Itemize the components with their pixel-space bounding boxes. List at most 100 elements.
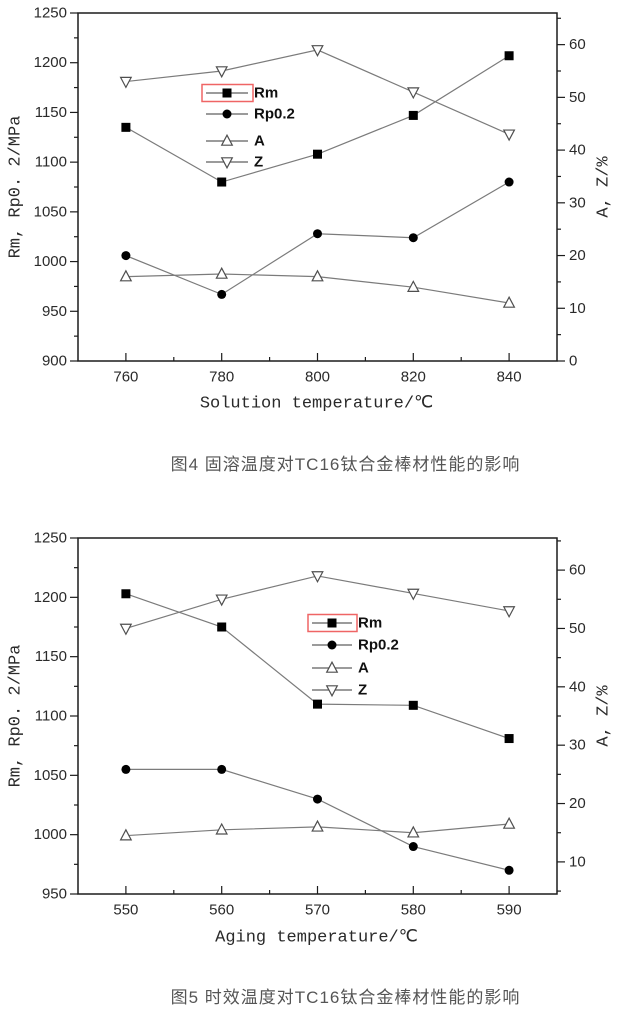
data-point-marker [119, 828, 133, 841]
legend-label: Rp0.2 [254, 106, 295, 123]
data-point-marker [504, 51, 514, 61]
right-tick-label: 50 [569, 620, 586, 637]
solution-temperature-chart: 900 950 1000 1050 1100 1150 1200 1250 0 10 20 30 40 5… [7, 5, 614, 414]
data-point-marker [502, 816, 516, 829]
data-point-marker [121, 589, 131, 599]
legend-marker [222, 88, 232, 98]
legend-item-rp02: Rp0.2 [206, 106, 295, 123]
axes [70, 537, 565, 895]
right-tick-label: 40 [569, 142, 586, 159]
series-line [125, 575, 510, 630]
series-a [119, 816, 516, 841]
left-tick-label: 1250 [34, 5, 67, 22]
right-tick-label: 50 [569, 89, 586, 106]
data-point-marker [407, 588, 420, 601]
left-tick-label: 900 [42, 353, 67, 370]
legend-label: A [358, 660, 369, 677]
series-rp02 [121, 764, 514, 875]
y-axis-right [557, 540, 565, 892]
legend-marker [327, 640, 337, 650]
data-point-marker [502, 606, 516, 619]
x-tick-label: 840 [497, 369, 522, 386]
legend-item-rp02: Rp0.2 [312, 637, 399, 654]
y-axis-left-title: Rm, Rp0. 2/MPa [7, 116, 26, 259]
data-point-marker [119, 269, 133, 282]
data-point-marker [407, 825, 420, 838]
legend-marker [325, 660, 339, 673]
left-tick-label: 1200 [34, 54, 67, 71]
right-tick-label: 20 [569, 247, 586, 264]
y-axis-right [557, 17, 565, 362]
left-tick-label: 1000 [34, 253, 67, 270]
data-point-marker [311, 819, 324, 832]
left-tick-label: 1050 [34, 203, 67, 220]
right-tick-label: 0 [569, 353, 577, 370]
legend-marker [222, 109, 232, 119]
x-tick-label: 570 [305, 902, 330, 919]
legend-label: Rm [254, 85, 278, 102]
legend-marker [327, 618, 337, 628]
legend-item-rm: Rm [201, 83, 278, 103]
x-tick-label: 580 [401, 902, 426, 919]
left-tick-label: 1000 [34, 826, 67, 843]
data-point-marker [313, 149, 322, 159]
series-a [119, 266, 516, 308]
y-axis-left [70, 537, 78, 895]
data-point-marker [407, 87, 420, 100]
series-rm [121, 51, 514, 187]
legend: Rm Rp0.2 AZ [201, 83, 295, 171]
x-tick-label: 820 [401, 369, 426, 386]
data-point-marker [215, 594, 228, 607]
data-point-marker [121, 764, 131, 774]
right-tick-label: 30 [569, 737, 586, 754]
data-point-marker [311, 571, 324, 584]
x-tick-label: 550 [113, 902, 138, 919]
left-tick-label: 1050 [34, 767, 67, 784]
y-axis-left-title: Rm, Rp0. 2/MPa [7, 645, 26, 788]
legend-item-z: Z [312, 682, 367, 699]
data-point-marker [215, 66, 228, 79]
figure-4-caption: 图4 固溶温度对TC16钛合金棒材性能的影响 [170, 455, 521, 474]
figure-5-caption: 图5 时效温度对TC16钛合金棒材性能的影响 [170, 988, 521, 1007]
right-tick-label: 30 [569, 194, 586, 211]
x-tick-label: 780 [209, 369, 234, 386]
legend-highlight-box [307, 613, 358, 633]
axes [70, 12, 565, 362]
left-tick-label: 950 [42, 886, 67, 903]
data-point-marker [313, 229, 322, 239]
series-z [119, 571, 516, 636]
data-point-marker [408, 110, 418, 120]
data-point-marker [217, 622, 227, 632]
data-point-marker [408, 233, 418, 243]
series-line [125, 593, 510, 740]
series-rm [121, 589, 514, 744]
x-axis [125, 886, 510, 894]
legend: Rm Rp0.2 AZ [307, 613, 399, 699]
data-point-marker [504, 177, 514, 187]
legend-label: Rp0.2 [358, 637, 399, 654]
plot-border [77, 537, 558, 895]
legend-label: Z [358, 682, 367, 699]
legend-highlight-box [201, 83, 254, 103]
data-point-marker [217, 289, 227, 299]
data-point-marker [121, 251, 131, 261]
right-tick-label: 10 [569, 300, 586, 317]
right-tick-label: 10 [569, 853, 586, 870]
legend-item-a: A [312, 660, 369, 677]
data-point-marker [119, 623, 133, 636]
y-axis-left [70, 12, 78, 362]
x-tick-label: 760 [113, 369, 138, 386]
plot-border [77, 12, 558, 362]
data-point-marker [504, 734, 514, 744]
data-point-marker [504, 865, 514, 875]
left-tick-label: 1100 [35, 708, 67, 725]
legend-label: Rm [358, 615, 382, 632]
data-point-marker [311, 269, 324, 282]
series-z [119, 45, 516, 142]
x-axis-title: Aging temperature/℃ [215, 929, 418, 948]
data-point-marker [407, 280, 420, 292]
legend-item-rm: Rm [307, 613, 382, 633]
right-tick-label: 60 [569, 36, 586, 53]
data-point-marker [217, 177, 227, 187]
